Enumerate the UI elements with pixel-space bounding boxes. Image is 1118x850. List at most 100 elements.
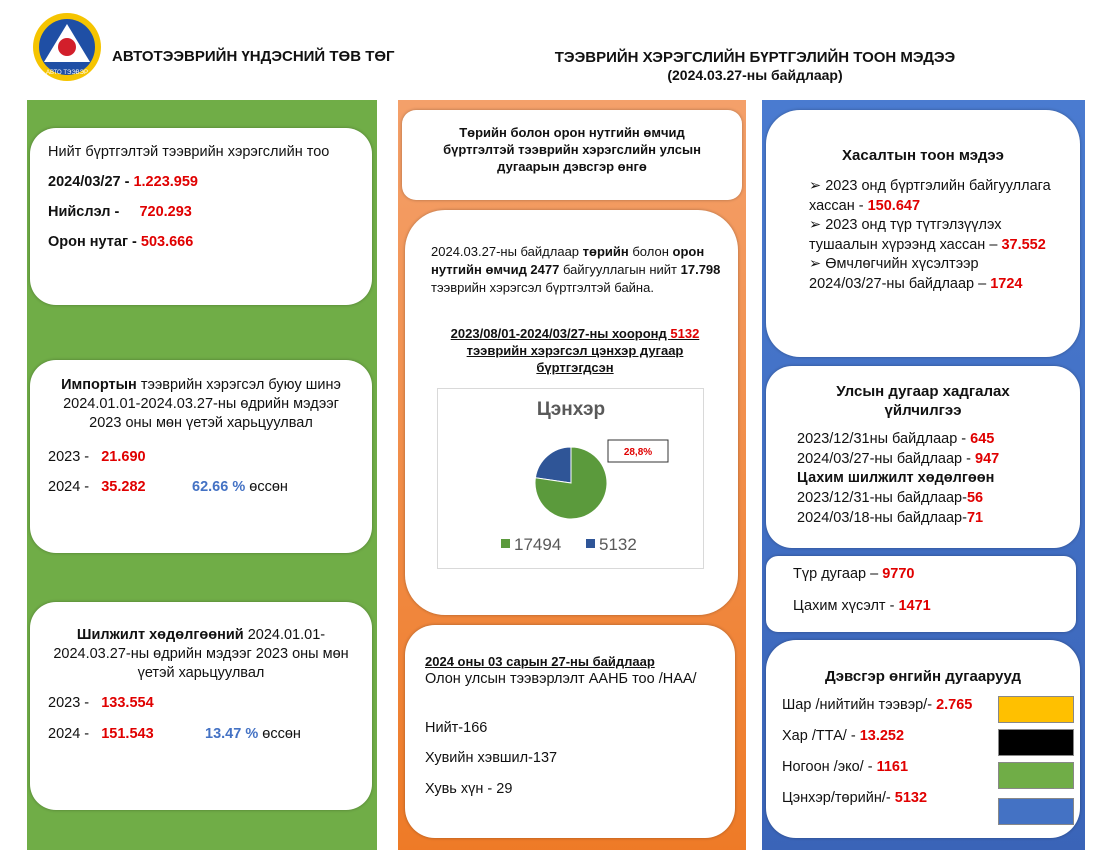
text: 2023 онд бүртгэлийн байгууллага хассан -	[809, 178, 1051, 214]
label-box	[607, 439, 669, 463]
value: 35.282	[101, 479, 146, 495]
text: 2024.01.01-2024.03.27-ны өдрийн мэдээг 2…	[53, 627, 349, 681]
swatch	[998, 729, 1074, 756]
pie-chart: Цэнхэр 28,8% 17494 5132	[437, 388, 704, 569]
pie-slice	[534, 446, 572, 484]
label: 2023 -	[48, 449, 90, 465]
legend-label: 17494	[514, 535, 561, 554]
heading: Дэвсгэр өнгийн дугаарууд	[825, 668, 1021, 685]
value: 503.666	[140, 234, 194, 250]
value: 5132	[894, 790, 928, 806]
legend-swatch	[501, 539, 510, 548]
text: Төрийн болон орон нутгийн өмчид бүртгэлт…	[443, 125, 701, 174]
value: 133.554	[101, 695, 154, 711]
label: 2024/03/27 -	[48, 174, 130, 190]
text: болон	[628, 244, 673, 259]
text: 2023/12/31-ны байдлаар-	[797, 490, 967, 506]
item: Хувь хүн - 29	[425, 781, 513, 797]
lead: Шилжилт хөдөлгөөний	[76, 627, 244, 643]
subheading: Цахим шилжилт хөдөлгөөн	[797, 470, 995, 486]
text: Өмчлөгчийн хүсэлтээр 2024/03/27-ны байдл…	[809, 256, 991, 292]
swatch	[998, 696, 1074, 723]
value: 1.223.959	[133, 174, 198, 190]
value: 645	[970, 431, 995, 447]
value: 71	[966, 510, 984, 526]
item: Нийт-166	[425, 720, 488, 736]
text: Түр дугаар –	[793, 566, 883, 582]
value: 1724	[990, 275, 1023, 292]
card: Хасалтын тоон мэдээ ➢ 2023 онд бүртгэлий…	[766, 110, 1080, 357]
value: 720.293	[139, 204, 192, 220]
value: 56	[966, 490, 984, 506]
value: 1471	[898, 598, 931, 614]
text: Нийт бүртгэлтэй тээврийн хэрэгслийн тоо	[48, 144, 330, 160]
subtitle: (2024.03.27-ны байдлаар)	[667, 67, 843, 83]
data-label: 28,8%	[624, 447, 652, 458]
text: 2024/03/18-ны байдлаар-	[797, 510, 967, 526]
text: тээврийн хэрэгсэл цэнхэр дугаар бүртгэгд…	[466, 343, 684, 375]
title: ТЭЭВРИЙН ХЭРЭГСЛИЙН БҮРТГЭЛИЙН ТООН МЭДЭ…	[554, 49, 956, 66]
unit: %	[245, 726, 259, 742]
text: тээврийн хэрэгсэл бүртгэлтэй байна.	[431, 280, 654, 295]
org: АВТОТЭЭВРИЙН ҮНДЭСНИЙ ТӨВ ТӨГ	[112, 48, 395, 65]
logo-text: АВТО ТЭЭВЭР	[46, 70, 88, 76]
text: орон нутгийн өмчид 2477	[431, 244, 705, 277]
change: 62.66	[192, 479, 229, 495]
text: 2024/03/27-ны байдлаар -	[797, 451, 975, 467]
text: 2023 онд түр түтгэлзүүлэх тушаалын хүрээ…	[809, 217, 1002, 253]
label: Нийслэл -	[48, 204, 120, 220]
value: 13.252	[859, 728, 905, 744]
text: 2023/12/31ны байдлаар -	[797, 431, 971, 447]
label: Орон нутаг -	[48, 234, 137, 250]
value: 150.647	[867, 197, 921, 214]
card: Түр дугаар – 9770 Цахим хүсэлт - 1471	[766, 556, 1076, 632]
text: Олон улсын тээвэрлэлт ААНБ тоо /НАА/	[425, 671, 697, 687]
note: өссөн	[249, 479, 288, 495]
value: 21.690	[101, 449, 146, 465]
card: Нийт бүртгэлтэй тээврийн хэрэгслийн тоо …	[30, 128, 372, 305]
card: Дэвсгэр өнгийн дугаарууд Шар /нийтийн тэ…	[766, 640, 1080, 838]
text: 17.798	[680, 262, 721, 277]
chart-title: Цэнхэр	[537, 399, 605, 420]
text: Цахим хүсэлт -	[793, 598, 899, 614]
card: 2024 оны 03 сарын 27-ны байдлаар Олон ул…	[405, 625, 735, 838]
text: байгууллагын нийт	[559, 262, 681, 277]
label: 2024 -	[48, 726, 90, 742]
value: 151.543	[101, 726, 154, 742]
legend-swatch	[586, 539, 595, 548]
card: Төрийн болон орон нутгийн өмчид бүртгэлт…	[402, 110, 742, 200]
note: өссөн	[262, 726, 301, 742]
value: 37.552	[1001, 236, 1046, 253]
value: 2.765	[936, 697, 973, 713]
unit: %	[232, 479, 246, 495]
pie-slice	[534, 446, 608, 520]
text: Ногоон /эко/ -	[782, 759, 877, 775]
heading: Хасалтын тоон мэдээ	[842, 147, 1004, 164]
text: 2024.03.27-ны байдлаар	[431, 244, 583, 259]
text: 2023/08/01-2024/03/27-ны хооронд	[450, 326, 671, 341]
swatch	[998, 798, 1074, 825]
value: 947	[975, 451, 1000, 467]
text: Шар /нийтийн тээвэр/-	[782, 697, 937, 713]
card: Улсын дугаар хадгалах үйлчилгээ 2023/12/…	[766, 366, 1080, 548]
card: 2024.03.27-ны байдлаар төрийн болон орон…	[405, 210, 738, 615]
card: Шилжилт хөдөлгөөний 2024.01.01-2024.03.2…	[30, 602, 372, 810]
text: төрийн	[582, 244, 629, 259]
label: 2023 -	[48, 695, 90, 711]
text: Хар /ТТА/ -	[782, 728, 860, 744]
value: 9770	[882, 566, 915, 582]
heading: 2024 оны 03 сарын 27-ны байдлаар	[425, 654, 655, 669]
change: 13.47	[205, 726, 242, 742]
item: Хувийн хэвшил-137	[425, 750, 558, 766]
swatch	[998, 762, 1074, 789]
text: Цэнхэр/төрийн/-	[782, 790, 895, 806]
value: 1161	[876, 759, 909, 775]
text: 5132	[670, 326, 700, 341]
logo: АВТО ТЭЭВЭР	[33, 13, 101, 81]
text: тээврийн хэрэгсэл буюу шинэ 2024.01.01-2…	[63, 377, 341, 431]
card: Импортын тээврийн хэрэгсэл буюу шинэ 202…	[30, 360, 372, 553]
lead: Импортын	[61, 377, 137, 393]
label: 2024 -	[48, 479, 90, 495]
heading: Улсын дугаар хадгалах үйлчилгээ	[836, 383, 1010, 419]
